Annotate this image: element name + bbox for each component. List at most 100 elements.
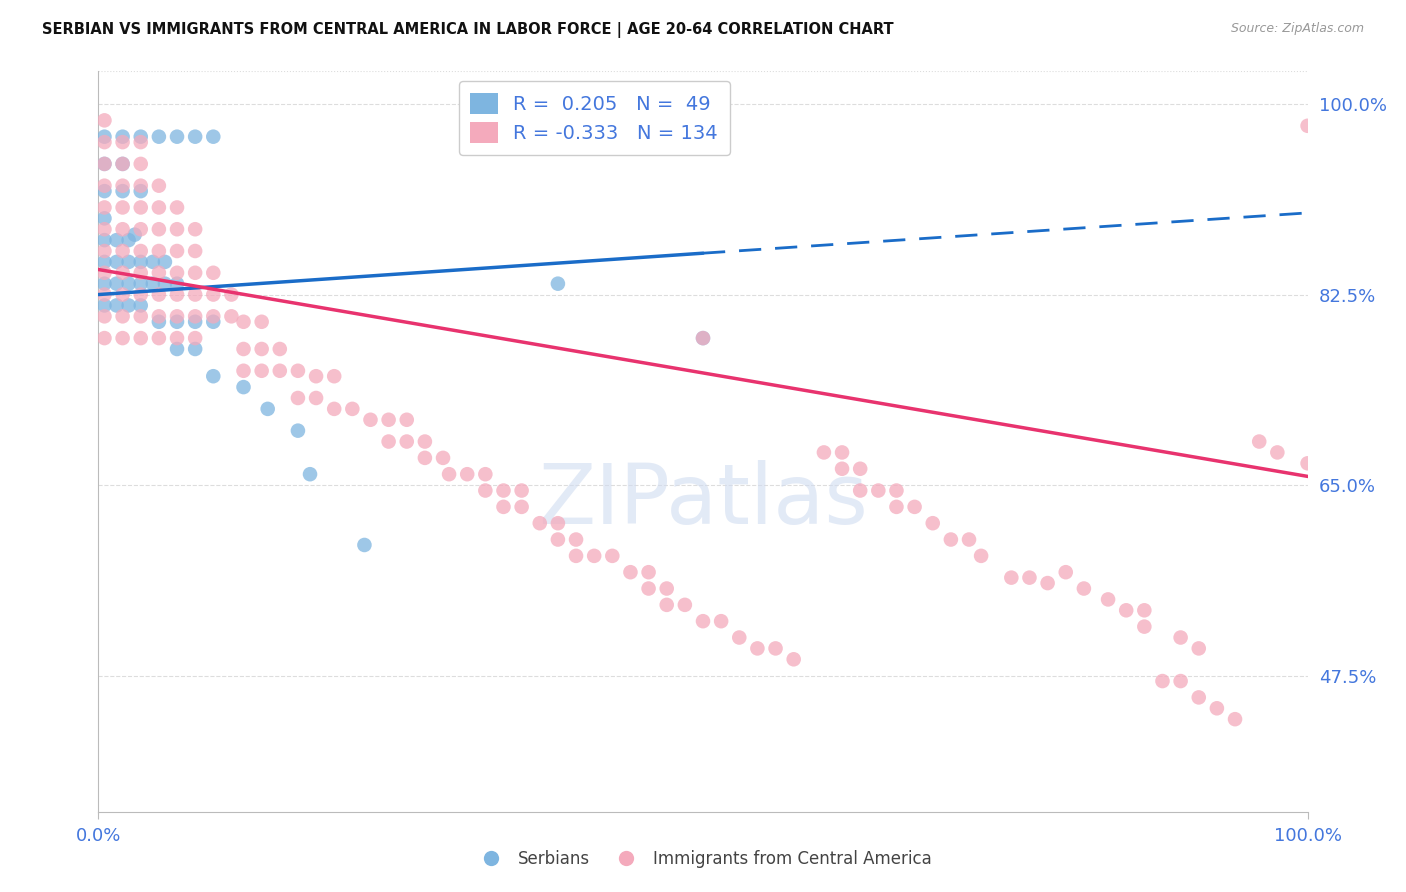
Point [1296, 119, 1319, 133]
Point [184, 310, 207, 324]
Point [93, 178, 115, 193]
Point [1018, 571, 1040, 585]
Point [655, 582, 678, 596]
Point [256, 401, 278, 416]
Point [565, 549, 588, 563]
Point [129, 135, 152, 149]
Point [111, 184, 134, 198]
Point [202, 310, 225, 324]
Point [510, 500, 533, 514]
Point [148, 331, 170, 345]
Point [1267, 445, 1289, 459]
Point [474, 467, 496, 482]
Point [710, 614, 733, 628]
Point [547, 533, 569, 547]
Point [93, 211, 115, 226]
Point [93, 287, 115, 301]
Point [111, 331, 134, 345]
Point [529, 516, 551, 531]
Point [939, 533, 962, 547]
Point [1000, 571, 1022, 585]
Point [184, 244, 207, 258]
Point [166, 277, 188, 291]
Point [221, 310, 243, 324]
Point [93, 298, 115, 312]
Point [166, 201, 188, 215]
Point [118, 233, 141, 247]
Point [299, 467, 322, 482]
Point [118, 277, 141, 291]
Legend: Serbians, Immigrants from Central America: Serbians, Immigrants from Central Americ… [468, 844, 938, 875]
Point [1249, 434, 1271, 449]
Point [111, 201, 134, 215]
Point [93, 277, 115, 291]
Point [148, 178, 170, 193]
Point [105, 298, 128, 312]
Point [1188, 690, 1211, 705]
Point [1170, 631, 1192, 645]
Point [93, 201, 115, 215]
Point [619, 565, 641, 579]
Point [1170, 674, 1192, 689]
Point [93, 135, 115, 149]
Point [831, 445, 853, 459]
Point [124, 227, 146, 242]
Point [93, 157, 115, 171]
Point [692, 614, 714, 628]
Point [148, 266, 170, 280]
Point [184, 266, 207, 280]
Point [1036, 576, 1059, 591]
Point [129, 129, 152, 144]
Point [118, 298, 141, 312]
Point [93, 157, 115, 171]
Point [1054, 565, 1077, 579]
Point [166, 315, 188, 329]
Point [142, 255, 165, 269]
Point [111, 157, 134, 171]
Point [105, 255, 128, 269]
Point [342, 401, 364, 416]
Point [93, 244, 115, 258]
Point [492, 483, 515, 498]
Point [287, 424, 309, 438]
Point [637, 565, 659, 579]
Point [432, 450, 454, 465]
Point [782, 652, 804, 666]
Point [287, 364, 309, 378]
Point [849, 462, 872, 476]
Point [250, 315, 273, 329]
Text: ZIPatlas: ZIPatlas [538, 460, 868, 541]
Point [166, 310, 188, 324]
Point [111, 178, 134, 193]
Point [353, 538, 375, 552]
Point [111, 157, 134, 171]
Point [692, 331, 714, 345]
Point [105, 277, 128, 291]
Point [602, 549, 624, 563]
Point [868, 483, 890, 498]
Point [148, 310, 170, 324]
Point [377, 434, 399, 449]
Point [232, 342, 254, 356]
Point [148, 129, 170, 144]
Point [655, 598, 678, 612]
Point [129, 331, 152, 345]
Point [111, 244, 134, 258]
Point [129, 266, 152, 280]
Point [129, 157, 152, 171]
Point [153, 277, 176, 291]
Point [129, 184, 152, 198]
Point [111, 129, 134, 144]
Legend: R =  0.205   N =  49, R = -0.333   N = 134: R = 0.205 N = 49, R = -0.333 N = 134 [458, 81, 730, 154]
Point [492, 500, 515, 514]
Point [93, 331, 115, 345]
Point [323, 369, 346, 384]
Point [886, 483, 908, 498]
Point [250, 342, 273, 356]
Point [129, 277, 152, 291]
Point [395, 413, 418, 427]
Point [565, 533, 588, 547]
Point [474, 483, 496, 498]
Point [142, 277, 165, 291]
Point [437, 467, 460, 482]
